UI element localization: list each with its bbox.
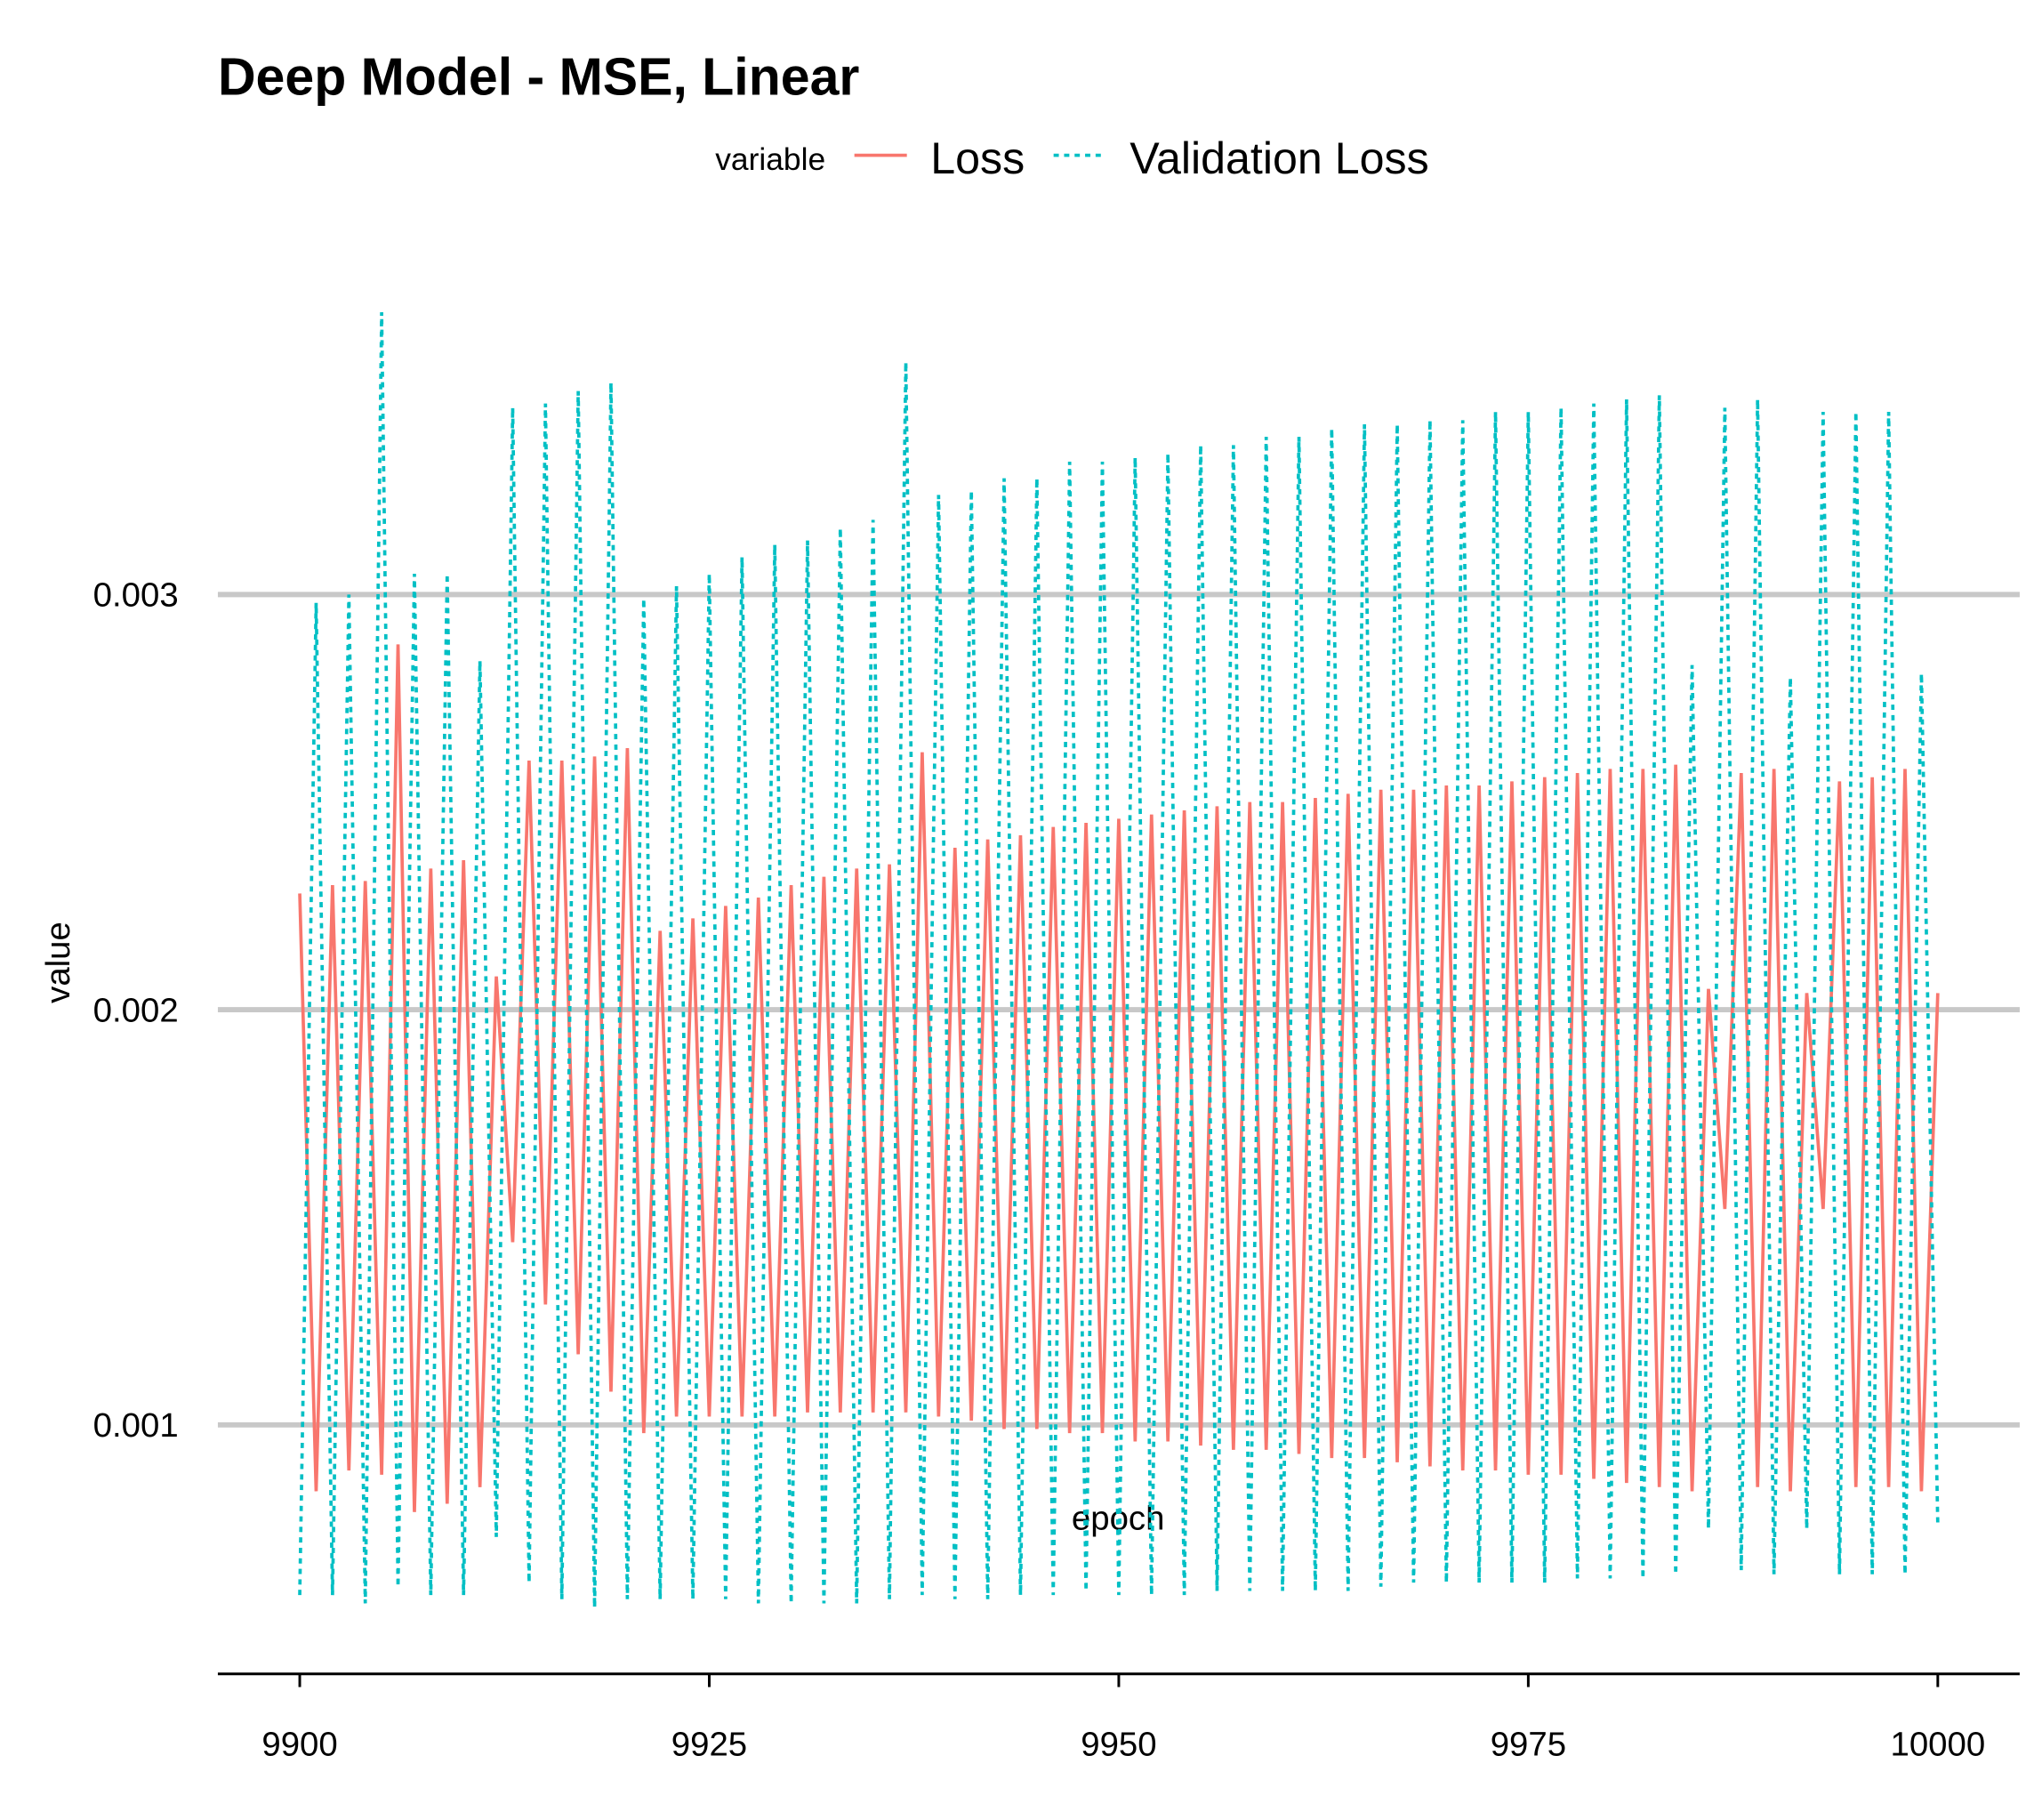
y-tick-label: 0.001 xyxy=(93,1406,179,1445)
x-tick-label: 9900 xyxy=(261,1725,337,1763)
legend-title: variable xyxy=(715,141,825,177)
chart-title: Deep Model - MSE, Linear xyxy=(218,48,859,107)
x-tick-label: 9950 xyxy=(1081,1725,1156,1763)
grid xyxy=(217,592,2020,1428)
legend: variable Loss Validation Loss xyxy=(715,133,1428,183)
x-tick-label: 10000 xyxy=(1890,1725,1985,1763)
x-tick-label: 9925 xyxy=(671,1725,747,1763)
y-tick-label: 0.002 xyxy=(93,991,179,1029)
series-line xyxy=(298,644,1940,1512)
series-line xyxy=(298,311,1940,1608)
x-tick-label: 9975 xyxy=(1491,1725,1566,1763)
legend-label: Validation Loss xyxy=(1130,133,1428,183)
y-axis-label: value xyxy=(39,922,77,1003)
legend-label: Loss xyxy=(930,133,1025,183)
y-tick-label: 0.003 xyxy=(93,576,179,615)
